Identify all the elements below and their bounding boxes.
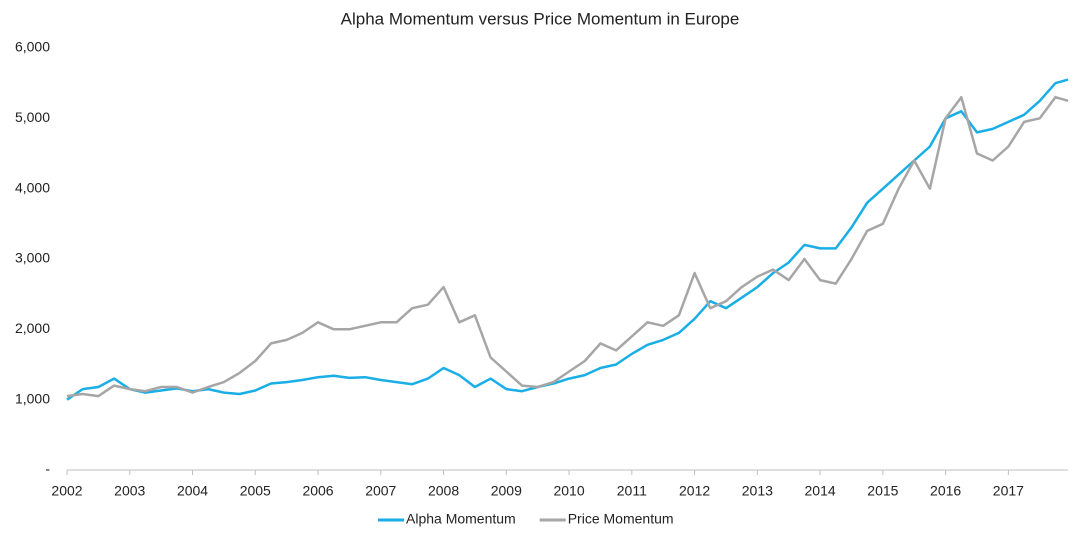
x-tick-label: 2011 <box>617 483 647 499</box>
y-tick-label: 2,000 <box>15 320 50 336</box>
x-tick-label: 2003 <box>114 483 145 499</box>
x-tick-label: 2015 <box>867 483 898 499</box>
x-tick-label: 2008 <box>428 483 459 499</box>
legend-label: Alpha Momentum <box>406 511 516 527</box>
x-tick-label: 2009 <box>491 483 522 499</box>
y-tick-label: 6,000 <box>15 39 50 55</box>
x-tick-label: 2014 <box>805 483 836 499</box>
x-tick-label: 2012 <box>679 483 710 499</box>
chart-title: Alpha Momentum versus Price Momentum in … <box>341 9 740 28</box>
x-tick-label: 2016 <box>930 483 961 499</box>
x-tick-label: 2002 <box>51 483 82 499</box>
series-line <box>66 78 1069 401</box>
y-tick-label: 1,000 <box>15 390 50 406</box>
legend-label: Price Momentum <box>568 511 674 527</box>
x-tick-label: 2004 <box>177 483 208 499</box>
x-tick-label: 2010 <box>553 483 584 499</box>
x-tick-label: 2017 <box>993 483 1024 499</box>
y-tick-label: - <box>45 461 50 477</box>
series-line <box>66 95 1069 398</box>
x-tick-label: 2007 <box>365 483 396 499</box>
y-tick-label: 3,000 <box>15 250 50 266</box>
y-tick-label: 4,000 <box>15 179 50 195</box>
y-tick-label: 5,000 <box>15 109 50 125</box>
x-tick-label: 2005 <box>240 483 271 499</box>
x-tick-label: 2006 <box>302 483 333 499</box>
x-tick-label: 2013 <box>742 483 773 499</box>
